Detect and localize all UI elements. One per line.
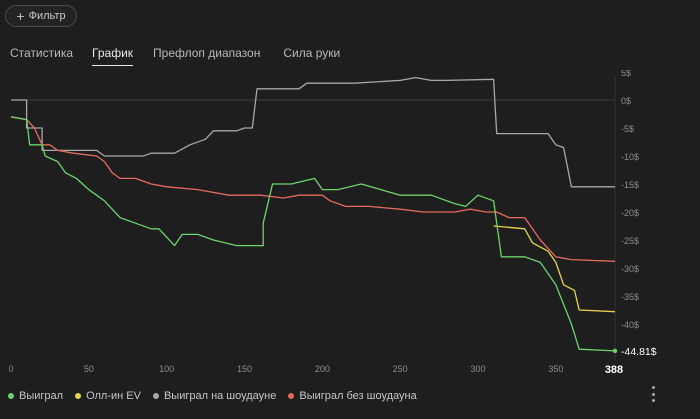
x-tick-label: 150: [237, 364, 252, 374]
x-tick-label: 350: [548, 364, 563, 374]
legend-dot: [288, 393, 295, 399]
y-tick-label: 5$: [621, 70, 631, 78]
more-vertical-icon[interactable]: [647, 386, 659, 402]
final-hand-label: 388: [605, 364, 623, 376]
series-line: [11, 76, 615, 188]
series-line: [10, 116, 616, 352]
tab-graph[interactable]: График: [92, 46, 134, 66]
x-tick-label: 300: [470, 364, 485, 374]
x-tick-label: 250: [393, 364, 408, 374]
y-tick-label: -40$: [621, 320, 639, 330]
series-line: [493, 225, 616, 313]
y-tick-label: -30$: [621, 264, 639, 274]
plus-icon: +: [16, 8, 25, 24]
y-tick-label: -10$: [621, 152, 639, 162]
final-point-marker: [612, 348, 618, 354]
tab-bar: Статистика График Префлоп диапазон Сила …: [10, 46, 340, 66]
legend-label: Выиграл: [19, 390, 64, 402]
legend-dot: [8, 393, 14, 399]
legend-label: Выиграл на шоудауне: [163, 390, 277, 402]
legend-item-showdown[interactable]: Выиграл на шоудауне: [152, 390, 277, 402]
legend-label: Олл-ин EV: [86, 390, 141, 402]
tab-hand-strength[interactable]: Сила руки: [283, 46, 341, 60]
legend-dot: [75, 393, 82, 399]
y-tick-label: -25$: [621, 236, 639, 246]
legend: Выиграл Олл-ин EV Выиграл на шоудауне Вы…: [8, 390, 417, 402]
y-tick-label: -35$: [621, 292, 639, 302]
x-tick-label: 0: [8, 364, 13, 374]
final-value-label: -44.81$: [621, 346, 657, 358]
tab-preflop-range[interactable]: Префлоп диапазон: [153, 46, 261, 60]
y-tick-label: -5$: [621, 124, 634, 134]
profit-chart: 5$ 0$ -5$ -10$ -15$ -20$ -25$ -30$ -35$ -40$ 0 50 10…: [8, 70, 657, 376]
filter-button-label: Фильтр: [28, 10, 66, 22]
y-tick-label: 0$: [621, 96, 631, 106]
legend-item-allin-ev[interactable]: Олл-ин EV: [75, 390, 141, 402]
x-tick-label: 200: [315, 364, 330, 374]
y-tick-label: -15$: [621, 180, 639, 190]
tab-statistics[interactable]: Статистика: [10, 46, 74, 60]
x-tick-label: 100: [159, 364, 174, 374]
legend-item-non-showdown[interactable]: Выиграл без шоудауна: [288, 390, 417, 402]
legend-label: Выиграл без шоудауна: [299, 390, 417, 402]
filter-button[interactable]: + Фильтр: [5, 5, 77, 27]
legend-item-won[interactable]: Выиграл: [8, 390, 63, 402]
y-tick-label: -20$: [621, 208, 639, 218]
series-line: [10, 116, 616, 262]
x-tick-label: 50: [84, 364, 94, 374]
legend-dot: [152, 393, 159, 399]
